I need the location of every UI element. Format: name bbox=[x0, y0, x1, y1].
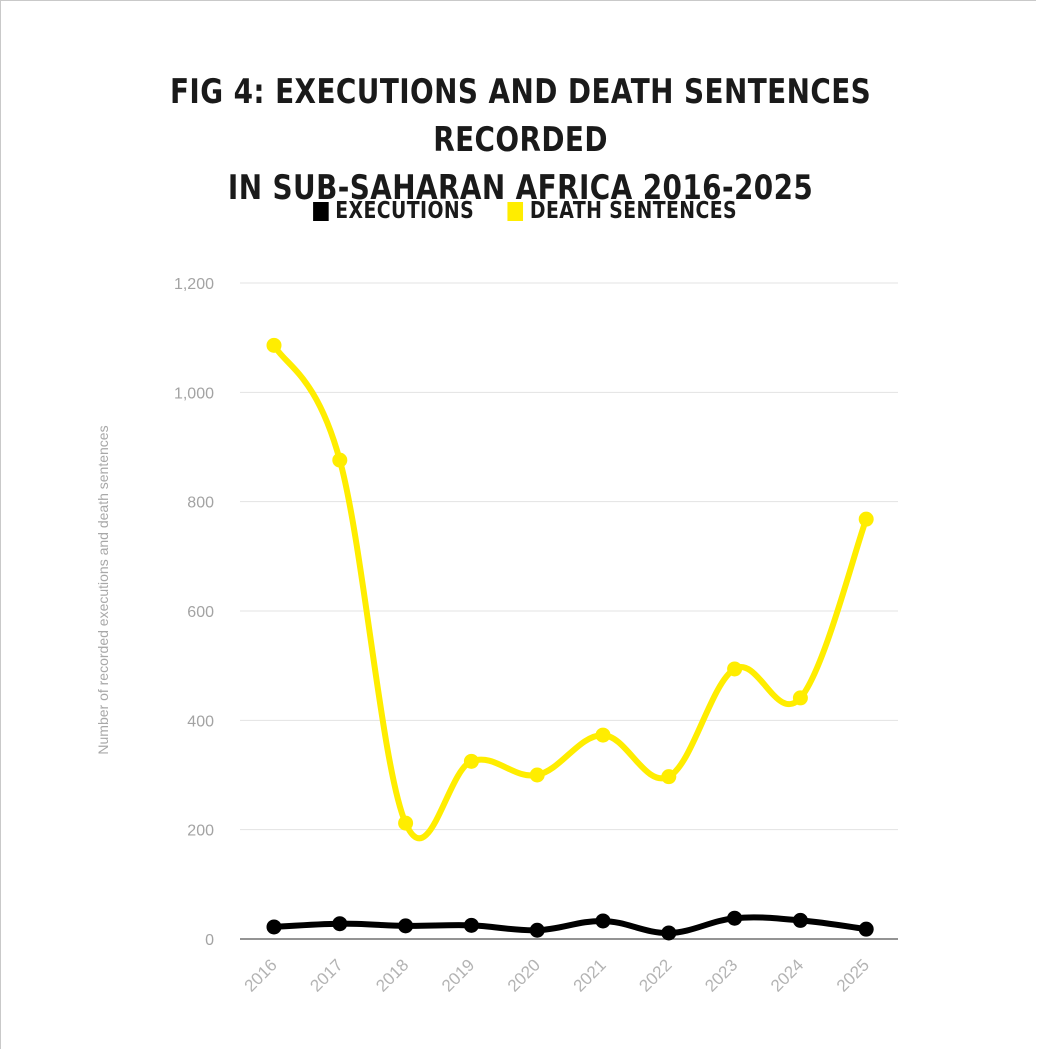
y-tick-label-200: 200 bbox=[187, 823, 214, 840]
data-point-executions-2023 bbox=[727, 910, 743, 926]
data-point-death-sentences-2020 bbox=[529, 767, 545, 783]
legend-label-death-sentences: DEATH SENTENCES bbox=[529, 198, 738, 224]
y-axis-label: Number of recorded executions and death … bbox=[95, 425, 111, 754]
data-point-death-sentences-2023 bbox=[727, 661, 743, 677]
data-point-executions-2018 bbox=[398, 918, 414, 934]
data-point-executions-2017 bbox=[332, 916, 348, 932]
y-tick-label-0: 0 bbox=[205, 932, 214, 949]
x-tick-label-2017: 2017 bbox=[306, 955, 346, 995]
series-line-executions bbox=[271, 914, 870, 936]
chart-legend: EXECUTIONS DEATH SENTENCES bbox=[100, 198, 950, 228]
legend-label-executions: EXECUTIONS bbox=[335, 198, 475, 224]
series-lines bbox=[266, 337, 874, 941]
data-point-death-sentences-2018 bbox=[398, 815, 414, 831]
x-tick-label-2022: 2022 bbox=[635, 955, 675, 995]
series-line-death-sentences bbox=[271, 342, 870, 842]
legend-swatch-death-sentences bbox=[507, 201, 524, 221]
data-point-death-sentences-2017 bbox=[332, 452, 348, 468]
y-tick-label-1000: 1,000 bbox=[174, 385, 214, 402]
y-tick-label-800: 800 bbox=[187, 495, 214, 512]
gridlines bbox=[240, 282, 898, 940]
x-tick-label-2024: 2024 bbox=[767, 955, 807, 995]
legend-item-executions: EXECUTIONS bbox=[313, 198, 474, 224]
y-tick-label-1200: 1,200 bbox=[174, 276, 214, 293]
x-axis-ticks: 2016 2017 2018 2019 2020 2021 2022 2023 2024 2025 bbox=[241, 955, 873, 995]
data-point-death-sentences-2024 bbox=[792, 690, 808, 706]
y-tick-label-400: 400 bbox=[187, 713, 214, 730]
legend-swatch-executions bbox=[313, 201, 329, 221]
data-point-death-sentences-2016 bbox=[266, 337, 282, 353]
data-point-executions-2020 bbox=[529, 922, 545, 938]
data-point-death-sentences-2022 bbox=[661, 769, 677, 785]
data-point-executions-2025 bbox=[858, 921, 874, 937]
y-axis-ticks: 0 200 400 600 800 1,000 1,200 bbox=[174, 276, 214, 949]
x-tick-label-2021: 2021 bbox=[570, 955, 610, 995]
data-point-executions-2021 bbox=[595, 913, 611, 929]
chart-title: FIG 4: EXECUTIONS AND DEATH SENTENCES RE… bbox=[95, 68, 945, 212]
data-point-death-sentences-2019 bbox=[463, 753, 479, 769]
data-point-executions-2024 bbox=[792, 912, 808, 928]
x-tick-label-2020: 2020 bbox=[504, 955, 544, 995]
data-point-death-sentences-2021 bbox=[595, 727, 611, 743]
chart-title-line-2: IN SUB-SAHARAN AFRICA 2016-2025 bbox=[227, 168, 814, 208]
data-point-executions-2019 bbox=[463, 917, 479, 933]
x-tick-label-2025: 2025 bbox=[833, 955, 873, 995]
x-tick-label-2019: 2019 bbox=[438, 955, 478, 995]
x-tick-label-2018: 2018 bbox=[372, 955, 412, 995]
data-point-executions-2016 bbox=[266, 919, 282, 935]
y-tick-label-600: 600 bbox=[187, 604, 214, 621]
x-tick-label-2023: 2023 bbox=[701, 955, 741, 995]
x-tick-label-2016: 2016 bbox=[241, 955, 281, 995]
chart-title-line-1: FIG 4: EXECUTIONS AND DEATH SENTENCES RE… bbox=[169, 72, 872, 160]
legend-item-death-sentences: DEATH SENTENCES bbox=[507, 198, 738, 224]
data-point-death-sentences-2025 bbox=[858, 511, 874, 527]
data-point-executions-2022 bbox=[661, 925, 677, 941]
